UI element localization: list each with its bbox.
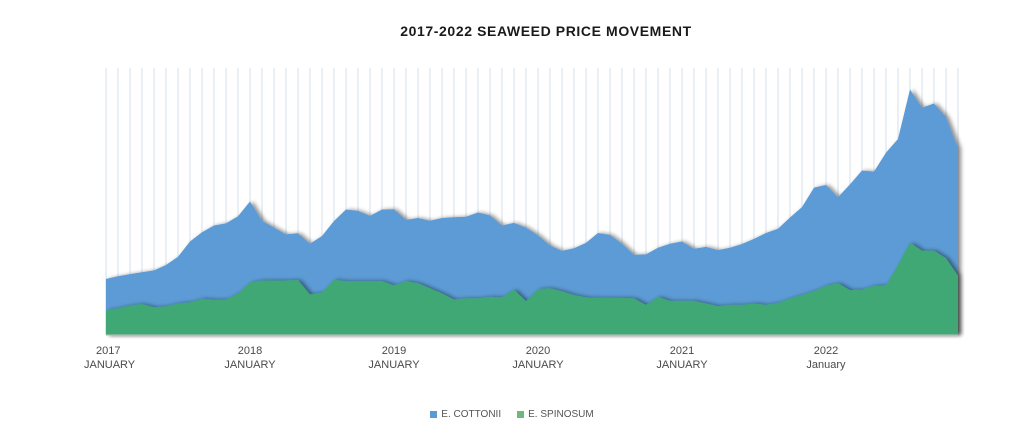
x-tick-month: JANUARY [84,359,136,371]
legend-item-spinosum: E. SPINOSUM [517,409,594,420]
legend-swatch-spinosum [517,411,525,418]
x-tick-year: 2017 [96,345,120,357]
series-areas [106,89,958,335]
series-area-spinosum [106,242,958,335]
legend-label-cottonii: E. COTTONII [441,409,502,420]
x-tick-year: 2019 [382,345,406,357]
legend-label-spinosum: E. SPINOSUM [528,409,594,420]
x-tick-month: JANUARY [368,359,420,371]
x-tick-month: JANUARY [512,359,564,371]
x-axis-ticks: 2017 JANUARY 2018 JANUARY 2019 JANUARY 2020 JAN… [84,345,846,371]
x-tick-year: 2022 [814,345,838,357]
x-tick-year: 2020 [526,345,550,357]
x-tick-month: JANUARY [224,359,276,371]
chart-title: 2017-2022 SEAWEED PRICE MOVEMENT [400,23,692,39]
legend-swatch-cottonii [430,411,438,418]
legend: E. COTTONII E. SPINOSUM [0,409,1024,420]
series-area-cottonii [106,89,958,335]
x-tick-year: 2018 [238,345,262,357]
x-tick-month: JANUARY [656,359,708,371]
legend-item-cottonii: E. COTTONII [430,409,501,420]
x-tick-year: 2021 [670,345,694,357]
x-tick-month: January [806,359,846,371]
